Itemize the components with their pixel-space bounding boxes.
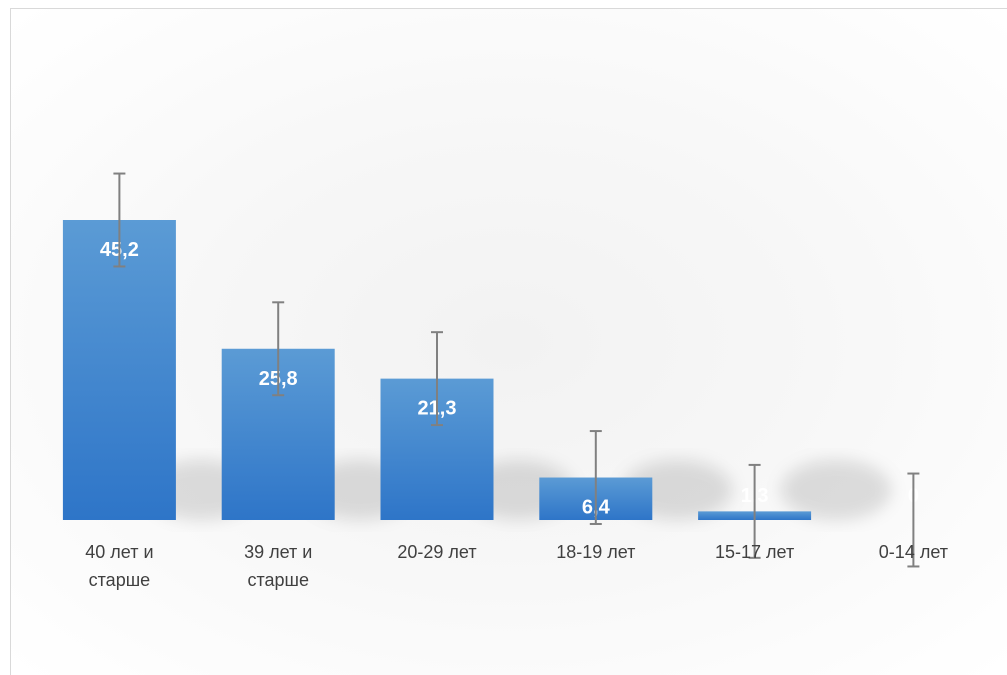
category-label-3: 18-19 лет bbox=[556, 542, 635, 562]
error-bar-1 bbox=[272, 301, 285, 397]
category-label-1: 39 лет и старше bbox=[244, 542, 312, 590]
chart-area bbox=[10, 8, 1007, 675]
category-label-0: 40 лет и старше bbox=[85, 542, 153, 590]
bar-0 bbox=[62, 220, 176, 520]
error-bar-0 bbox=[113, 172, 126, 268]
category-label-5: 0-14 лет bbox=[879, 542, 948, 562]
error-bar-4 bbox=[748, 463, 761, 559]
error-bar-5 bbox=[907, 472, 920, 568]
category-label-4: 15-17 лет bbox=[715, 542, 794, 562]
error-bar-3 bbox=[589, 430, 602, 525]
bar-shadow-4 bbox=[781, 460, 892, 520]
category-label-2: 20-29 лет bbox=[397, 542, 476, 562]
error-bar-2 bbox=[431, 331, 443, 427]
